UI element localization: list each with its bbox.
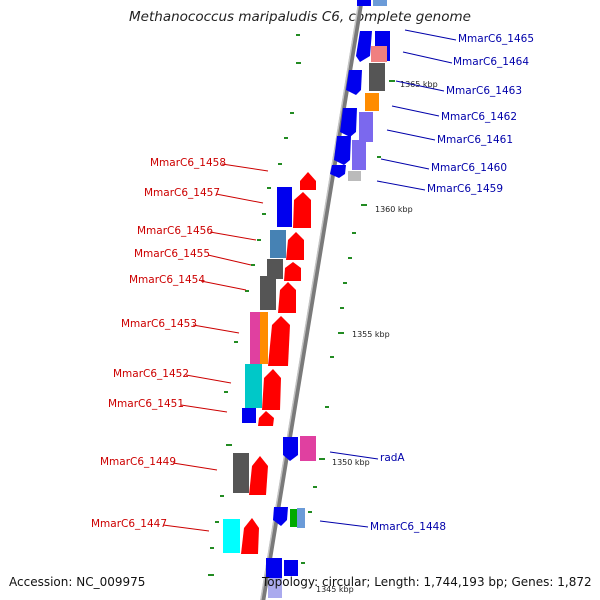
gene-block-1458 bbox=[300, 172, 316, 190]
scale-label-1350: 1350 kbp bbox=[332, 458, 370, 467]
gene-label-1455[interactable]: MmarC6_1455 bbox=[134, 248, 210, 260]
gene-block-1453-pink bbox=[250, 312, 260, 364]
gene-label-rada[interactable]: radA bbox=[380, 452, 405, 464]
gene-label-1456[interactable]: MmarC6_1456 bbox=[137, 225, 213, 237]
gene-label-1459[interactable]: MmarC6_1459 bbox=[427, 183, 503, 195]
gene-label-1463[interactable]: MmarC6_1463 bbox=[446, 85, 522, 97]
gene-label-1447[interactable]: MmarC6_1447 bbox=[91, 518, 167, 530]
gene-label-1465[interactable]: MmarC6_1465 bbox=[458, 33, 534, 45]
gene-block-1453-orange bbox=[260, 312, 268, 364]
gene-block-1456-b bbox=[286, 232, 304, 260]
gene-label-1461[interactable]: MmarC6_1461 bbox=[437, 134, 513, 146]
gene-block-1463 bbox=[346, 70, 362, 95]
gene-label-1457[interactable]: MmarC6_1457 bbox=[144, 187, 220, 199]
gene-block-1461 bbox=[340, 108, 357, 137]
gene-label-1449[interactable]: MmarC6_1449 bbox=[100, 456, 176, 468]
genes-top-right bbox=[330, 0, 390, 181]
gene-block-1455 bbox=[267, 259, 283, 279]
gene-block-1462 bbox=[365, 93, 379, 111]
leader-lines-left bbox=[162, 163, 269, 532]
gene-block-1447-b bbox=[241, 518, 259, 554]
gene-block-1451 bbox=[242, 408, 256, 423]
leader-lines-right bbox=[319, 29, 457, 528]
gene-block-1459-b bbox=[348, 171, 361, 181]
gene-block-1464 bbox=[371, 46, 387, 62]
gene-label-1453[interactable]: MmarC6_1453 bbox=[121, 318, 197, 330]
gene-block-1453-red bbox=[268, 316, 290, 366]
gene-label-1451[interactable]: MmarC6_1451 bbox=[108, 398, 184, 410]
gene-block-1454-b bbox=[278, 282, 296, 313]
gene-block-rada-b bbox=[300, 436, 316, 461]
genome-backbone bbox=[260, 0, 364, 600]
gene-block-1464-dark bbox=[369, 63, 385, 91]
gene-label-1462[interactable]: MmarC6_1462 bbox=[441, 111, 517, 123]
accession-text: Accession: NC_009975 bbox=[9, 575, 146, 589]
scale-ticks bbox=[208, 34, 395, 576]
gene-block-bottom-a bbox=[266, 558, 282, 578]
gene-block-1451-b bbox=[258, 411, 274, 426]
gene-block-1448-b bbox=[297, 508, 305, 528]
gene-label-1454[interactable]: MmarC6_1454 bbox=[129, 274, 205, 286]
gene-block-1448 bbox=[273, 507, 288, 526]
scale-label-1360: 1360 kbp bbox=[375, 205, 413, 214]
gene-block-1465-a bbox=[356, 31, 372, 62]
gene-block-1461-b bbox=[359, 112, 373, 142]
gene-block-1449 bbox=[233, 453, 249, 493]
gene-block-1457 bbox=[293, 192, 311, 228]
gene-block-1454 bbox=[260, 276, 276, 310]
gene-block-1452-b bbox=[262, 369, 281, 410]
gene-label-1460[interactable]: MmarC6_1460 bbox=[431, 162, 507, 174]
gene-block-rada bbox=[283, 437, 298, 461]
gene-label-1448[interactable]: MmarC6_1448 bbox=[370, 521, 446, 533]
gene-block-bottom-c bbox=[268, 578, 282, 598]
scale-label-1345: 1345 kbp bbox=[316, 585, 354, 594]
gene-block-1447 bbox=[223, 519, 240, 553]
gene-block-1449-b bbox=[249, 456, 268, 495]
gene-block-bottom-b bbox=[284, 560, 298, 576]
gene-block-1452 bbox=[245, 364, 262, 408]
genes-left-cluster bbox=[223, 172, 316, 598]
map-title: Methanococcus maripaludis C6, complete g… bbox=[129, 9, 471, 25]
gene-label-1458[interactable]: MmarC6_1458 bbox=[150, 157, 226, 169]
gene-label-1452[interactable]: MmarC6_1452 bbox=[113, 368, 189, 380]
scale-label-1355: 1355 kbp bbox=[352, 330, 390, 339]
gene-block-1460 bbox=[334, 136, 351, 165]
genome-summary-text: Topology: circular; Length: 1,744,193 bp… bbox=[262, 575, 592, 589]
gene-block-1448-green bbox=[290, 509, 297, 527]
gene-block-1456 bbox=[270, 230, 286, 258]
gene-label-1464[interactable]: MmarC6_1464 bbox=[453, 56, 529, 68]
gene-block-1459 bbox=[330, 165, 346, 178]
gene-block-1455-b bbox=[284, 262, 301, 281]
gene-block-1460-b bbox=[352, 140, 366, 170]
gene-block-1457-b bbox=[277, 187, 292, 227]
scale-label-1365: 1365 kbp bbox=[400, 80, 438, 89]
